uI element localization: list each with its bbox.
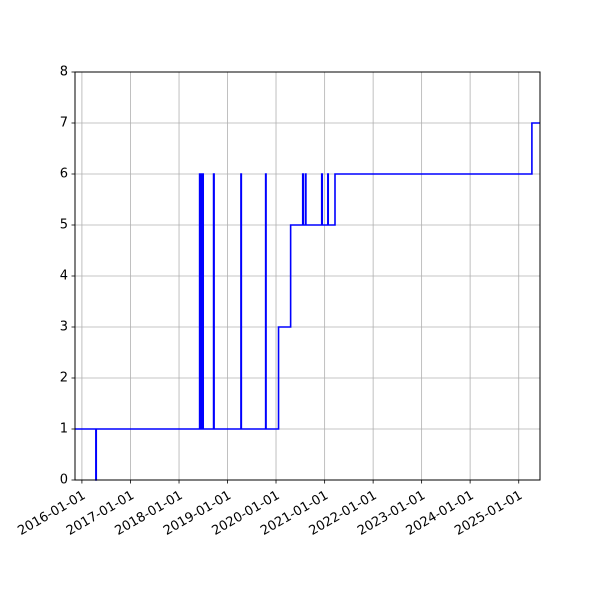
y-tick-label: 7: [60, 116, 68, 131]
x-axis: 2016-01-012017-01-012018-01-012019-01-01…: [15, 480, 525, 539]
y-axis: 0 1 2 3 4 5 6 7 8: [60, 65, 75, 488]
y-tick-label: 1: [60, 422, 68, 437]
y-tick-label: 3: [60, 320, 68, 335]
series-line: [75, 122, 540, 481]
y-tick-label: 5: [60, 218, 68, 233]
y-tick-label: 8: [60, 65, 68, 80]
y-tick-label: 0: [60, 473, 68, 488]
grid: [75, 71, 540, 481]
y-tick-label: 2: [60, 371, 68, 386]
y-tick-label: 4: [60, 269, 68, 284]
y-tick-label: 6: [60, 167, 68, 182]
series-layer: [75, 122, 540, 481]
